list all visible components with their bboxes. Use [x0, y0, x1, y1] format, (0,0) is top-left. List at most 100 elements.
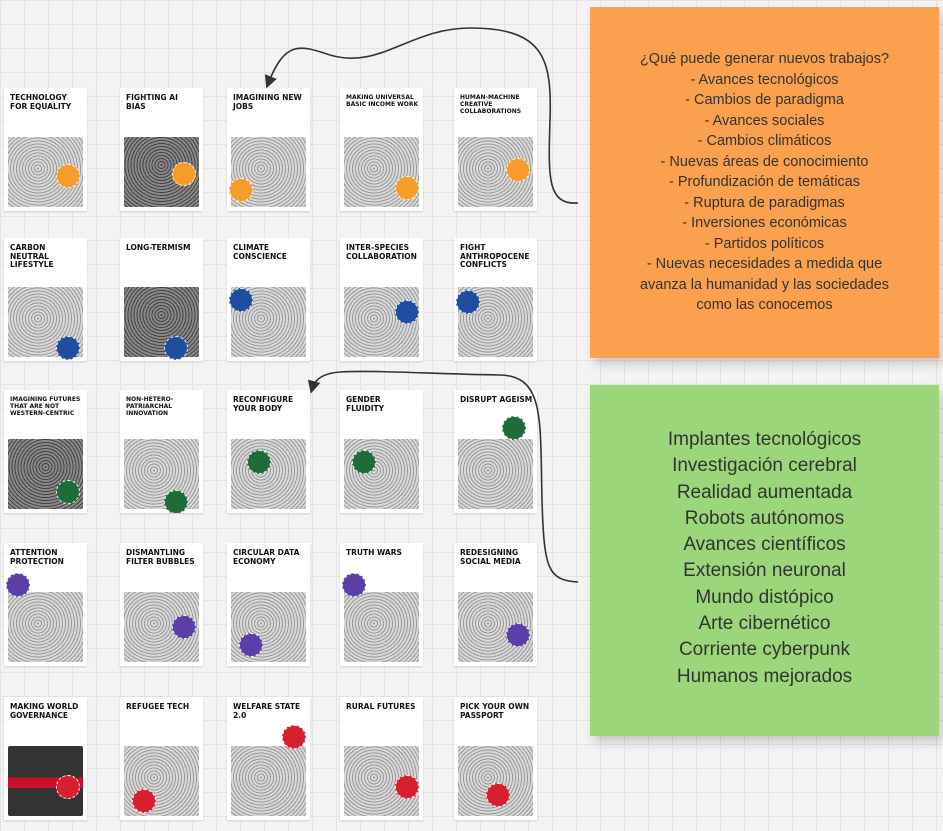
- topic-card[interactable]: FIGHTING AI BIAS: [120, 88, 203, 211]
- note-line: Corriente cyberpunk: [678, 639, 851, 661]
- card-title: CIRCULAR DATA ECONOMY: [233, 548, 300, 566]
- card-category-badge: [6, 573, 30, 597]
- card-title: DISRUPT AGEISM: [460, 395, 533, 404]
- note-line: - Avances tecnológicos: [690, 71, 839, 88]
- card-illustration: [124, 439, 199, 509]
- card-category-badge: [239, 633, 263, 657]
- topic-card[interactable]: TECHNOLOGY FOR EQUALITY: [4, 88, 87, 211]
- card-category-badge: [395, 176, 419, 200]
- note-line: Arte cibernético: [698, 613, 831, 635]
- note-line: - Partidos políticos: [704, 235, 825, 252]
- topic-card[interactable]: MAKING WORLD GOVERNANCE: [4, 697, 87, 820]
- card-title: CLIMATE CONSCIENCE: [233, 243, 287, 261]
- card-category-badge: [56, 480, 80, 504]
- card-title: DISMANTLING FILTER BUBBLES: [126, 548, 195, 566]
- card-illustration: [231, 439, 306, 509]
- card-title: NON-HETERO-PATRIARCHAL INNOVATION: [126, 396, 174, 417]
- topic-card[interactable]: LONG-TERMISM: [120, 238, 203, 361]
- card-category-badge: [486, 783, 510, 807]
- card-category-badge: [132, 789, 156, 813]
- card-title: CARBON NEUTRAL LIFESTYLE: [10, 243, 54, 269]
- topic-card[interactable]: MAKING UNIVERSAL BASIC INCOME WORK: [340, 88, 423, 211]
- card-title: REDESIGNING SOCIAL MEDIA: [460, 548, 521, 566]
- card-title: HUMAN-MACHINE CREATIVE COLLABORATIONS: [460, 94, 522, 115]
- topic-card[interactable]: WELFARE STATE 2.0: [227, 697, 310, 820]
- topic-card[interactable]: FIGHT ANTHROPOCENE CONFLICTS: [454, 238, 537, 361]
- card-illustration: [8, 592, 83, 662]
- note-line: - Cambios de paradigma: [685, 92, 844, 108]
- card-category-badge: [229, 288, 253, 312]
- note-line: - Ruptura de paradigmas: [684, 194, 845, 211]
- card-category-badge: [352, 450, 376, 474]
- note-line: - Nuevas áreas de conocimiento: [660, 153, 869, 170]
- sticky-note-orange[interactable]: ¿Qué puede generar nuevos trabajos? - Av…: [590, 7, 939, 358]
- topic-card[interactable]: DISMANTLING FILTER BUBBLES: [120, 543, 203, 666]
- card-illustration: [344, 439, 419, 509]
- card-title: GENDER FLUIDITY: [346, 395, 385, 413]
- card-category-badge: [56, 336, 80, 360]
- card-title: RURAL FUTURES: [346, 702, 416, 711]
- topic-card[interactable]: IMAGINING FUTURES THAT ARE NOT WESTERN-C…: [4, 390, 87, 513]
- card-category-badge: [395, 775, 419, 799]
- note-line: ¿Qué puede generar nuevos trabajos?: [639, 51, 890, 67]
- topic-card[interactable]: DISRUPT AGEISM: [454, 390, 537, 513]
- topic-card[interactable]: REDESIGNING SOCIAL MEDIA: [454, 543, 537, 666]
- note-line: - Avances sociales: [704, 112, 825, 129]
- topic-card[interactable]: PICK YOUR OWN PASSPORT: [454, 697, 537, 820]
- card-title: REFUGEE TECH: [126, 702, 190, 711]
- topic-card[interactable]: TRUTH WARS: [340, 543, 423, 666]
- card-category-badge: [56, 775, 80, 799]
- card-category-badge: [282, 725, 306, 749]
- card-title: FIGHTING AI BIAS: [126, 93, 178, 111]
- card-illustration: [231, 746, 306, 816]
- note-line: avanza la humanidad y las sociedades: [639, 276, 890, 293]
- note-line: - Inversiones económicas: [682, 215, 847, 231]
- green-note-text: Implantes tecnológicos Investigación cer…: [600, 427, 929, 690]
- card-title: TECHNOLOGY FOR EQUALITY: [10, 93, 72, 111]
- note-line: Investigación cerebral: [672, 455, 857, 477]
- topic-card[interactable]: NON-HETERO-PATRIARCHAL INNOVATION: [120, 390, 203, 513]
- card-title: IMAGINING NEW JOBS: [233, 93, 302, 111]
- topic-card[interactable]: RECONFIGURE YOUR BODY: [227, 390, 310, 513]
- card-title: ATTENTION PROTECTION: [10, 548, 64, 566]
- card-category-badge: [229, 178, 253, 202]
- note-line: - Nuevas necesidades a medida que: [646, 256, 883, 272]
- card-title: INTER-SPECIES COLLABORATION: [346, 243, 417, 261]
- card-title: WELFARE STATE 2.0: [233, 702, 301, 720]
- topic-card[interactable]: REFUGEE TECH: [120, 697, 203, 820]
- card-category-badge: [506, 158, 530, 182]
- topic-card[interactable]: IMAGINING NEW JOBS: [227, 88, 310, 211]
- card-title: PICK YOUR OWN PASSPORT: [460, 702, 530, 720]
- note-line: Humanos mejorados: [676, 665, 853, 687]
- card-illustration: [458, 439, 533, 509]
- topic-card[interactable]: CIRCULAR DATA ECONOMY: [227, 543, 310, 666]
- card-category-badge: [506, 623, 530, 647]
- topic-card[interactable]: INTER-SPECIES COLLABORATION: [340, 238, 423, 361]
- card-category-badge: [342, 573, 366, 597]
- note-line: - Profundización de temáticas: [668, 174, 860, 190]
- topic-card[interactable]: HUMAN-MACHINE CREATIVE COLLABORATIONS: [454, 88, 537, 211]
- sticky-note-green[interactable]: Implantes tecnológicos Investigación cer…: [590, 385, 939, 736]
- card-category-badge: [172, 162, 196, 186]
- topic-card[interactable]: CARBON NEUTRAL LIFESTYLE: [4, 238, 87, 361]
- note-line: Robots autónomos: [684, 507, 845, 529]
- orange-note-text: ¿Qué puede generar nuevos trabajos? - Av…: [600, 49, 929, 316]
- topic-card[interactable]: ATTENTION PROTECTION: [4, 543, 87, 666]
- card-title: TRUTH WARS: [346, 548, 402, 557]
- note-line: Extensión neuronal: [683, 560, 846, 582]
- card-category-badge: [395, 300, 419, 324]
- card-category-badge: [164, 336, 188, 360]
- topic-card[interactable]: RURAL FUTURES: [340, 697, 423, 820]
- note-line: como las conocemos: [696, 297, 833, 313]
- card-category-badge: [164, 490, 188, 513]
- note-line: Mundo distópico: [695, 586, 834, 608]
- card-category-badge: [172, 615, 196, 639]
- card-category-badge: [247, 450, 271, 474]
- card-title: IMAGINING FUTURES THAT ARE NOT WESTERN-C…: [10, 396, 81, 417]
- card-title: MAKING WORLD GOVERNANCE: [10, 702, 79, 720]
- topic-card[interactable]: GENDER FLUIDITY: [340, 390, 423, 513]
- card-illustration: [344, 592, 419, 662]
- card-category-badge: [56, 164, 80, 188]
- card-category-badge: [456, 290, 480, 314]
- topic-card[interactable]: CLIMATE CONSCIENCE: [227, 238, 310, 361]
